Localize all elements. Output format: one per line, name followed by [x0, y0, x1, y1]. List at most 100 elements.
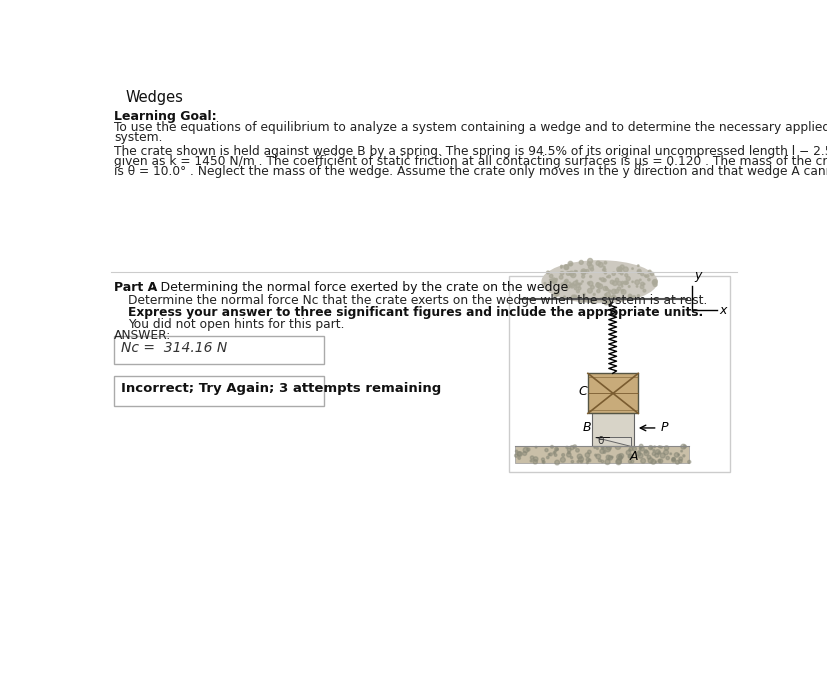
Circle shape: [596, 283, 598, 285]
Circle shape: [580, 283, 581, 285]
Circle shape: [588, 264, 592, 269]
Circle shape: [615, 460, 620, 464]
Circle shape: [675, 460, 678, 464]
Circle shape: [619, 298, 623, 301]
Circle shape: [640, 282, 643, 285]
Circle shape: [555, 279, 557, 281]
Circle shape: [595, 283, 600, 287]
Circle shape: [566, 448, 571, 452]
Text: Part A: Part A: [114, 281, 157, 294]
Circle shape: [620, 283, 622, 285]
Circle shape: [569, 263, 571, 266]
Circle shape: [616, 458, 621, 464]
Circle shape: [677, 454, 679, 456]
Circle shape: [604, 300, 608, 305]
Circle shape: [574, 271, 576, 273]
Circle shape: [587, 450, 590, 454]
Circle shape: [575, 280, 577, 282]
Circle shape: [552, 452, 555, 454]
Circle shape: [652, 279, 657, 284]
Circle shape: [672, 458, 675, 461]
Circle shape: [634, 280, 638, 285]
Circle shape: [552, 279, 557, 284]
Circle shape: [614, 444, 620, 450]
Text: θ: θ: [596, 436, 603, 446]
Circle shape: [569, 272, 570, 274]
Circle shape: [575, 448, 579, 452]
Circle shape: [530, 456, 533, 460]
FancyBboxPatch shape: [114, 336, 323, 364]
Circle shape: [624, 274, 627, 277]
Circle shape: [608, 296, 611, 299]
Circle shape: [551, 278, 556, 283]
Circle shape: [612, 281, 616, 285]
Circle shape: [601, 448, 604, 450]
Circle shape: [616, 267, 621, 272]
Circle shape: [575, 283, 580, 287]
Circle shape: [617, 287, 620, 290]
Circle shape: [628, 449, 630, 451]
Circle shape: [659, 453, 664, 458]
Circle shape: [607, 275, 609, 278]
Circle shape: [665, 456, 668, 460]
Circle shape: [594, 454, 596, 456]
Circle shape: [624, 281, 628, 284]
Circle shape: [621, 286, 622, 287]
Circle shape: [559, 275, 562, 279]
Circle shape: [637, 453, 643, 458]
Circle shape: [590, 268, 593, 271]
Circle shape: [643, 283, 644, 285]
Circle shape: [640, 273, 643, 276]
Bar: [587, 374, 638, 413]
Circle shape: [618, 267, 621, 271]
Circle shape: [570, 456, 572, 459]
Circle shape: [655, 450, 659, 454]
Circle shape: [625, 450, 630, 455]
Circle shape: [595, 261, 600, 265]
Circle shape: [643, 289, 645, 292]
Circle shape: [555, 293, 556, 295]
Circle shape: [564, 284, 569, 289]
Circle shape: [648, 458, 653, 463]
Circle shape: [563, 265, 568, 270]
Circle shape: [600, 278, 604, 281]
Circle shape: [606, 276, 607, 278]
Circle shape: [599, 298, 602, 301]
Circle shape: [592, 293, 595, 295]
Circle shape: [605, 460, 609, 464]
Circle shape: [687, 460, 690, 464]
Circle shape: [611, 295, 614, 297]
Circle shape: [563, 296, 565, 297]
Text: Learning Goal:: Learning Goal:: [114, 110, 217, 123]
Circle shape: [621, 281, 623, 283]
Circle shape: [639, 446, 643, 451]
Circle shape: [543, 283, 545, 284]
Circle shape: [629, 447, 632, 451]
FancyBboxPatch shape: [114, 376, 323, 406]
Circle shape: [578, 298, 582, 303]
Circle shape: [534, 446, 536, 448]
Circle shape: [663, 446, 668, 450]
Circle shape: [632, 447, 636, 451]
Circle shape: [533, 460, 537, 464]
Circle shape: [605, 293, 609, 297]
Circle shape: [581, 281, 582, 282]
Circle shape: [657, 452, 660, 454]
Circle shape: [556, 448, 557, 450]
Circle shape: [619, 265, 624, 269]
Circle shape: [609, 280, 614, 284]
Circle shape: [682, 445, 686, 448]
Circle shape: [563, 281, 566, 283]
Circle shape: [549, 279, 551, 281]
Circle shape: [620, 289, 625, 294]
Circle shape: [578, 457, 583, 462]
Circle shape: [618, 456, 622, 460]
Circle shape: [586, 262, 590, 266]
Circle shape: [554, 291, 558, 295]
Circle shape: [643, 451, 648, 456]
Circle shape: [581, 271, 585, 275]
Circle shape: [587, 459, 590, 462]
Circle shape: [628, 460, 631, 463]
Circle shape: [596, 289, 600, 293]
Circle shape: [650, 460, 655, 464]
